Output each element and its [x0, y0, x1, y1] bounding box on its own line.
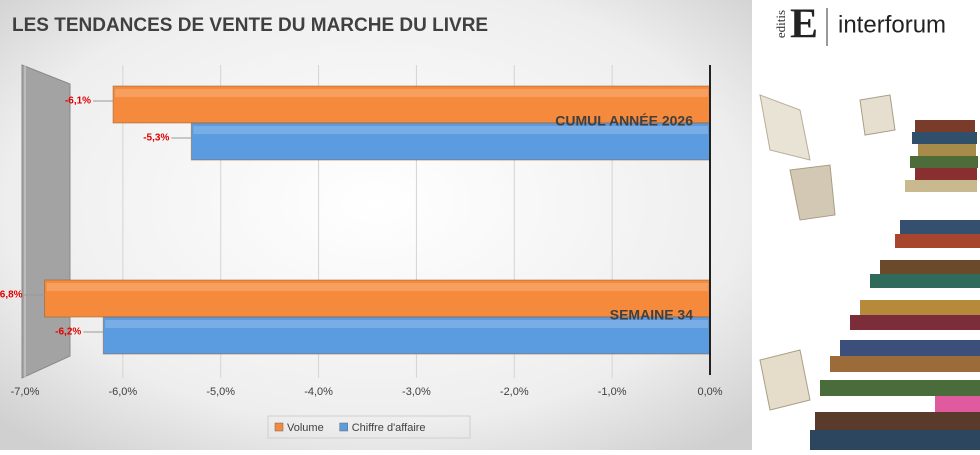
bar-highlight	[105, 320, 709, 328]
category-label: CUMUL ANNÉE 2026	[555, 113, 693, 129]
chart-background	[0, 0, 752, 450]
x-tick-label: -5,0%	[206, 386, 235, 398]
bar	[102, 316, 711, 355]
x-tick-label: -4,0%	[304, 386, 333, 398]
brand-letter: E	[790, 2, 818, 48]
legend-frame	[267, 415, 471, 439]
chart-title: LES TENDANCES DE VENTE DU MARCHE DU LIVR…	[12, 15, 488, 36]
legend-swatch	[339, 422, 348, 432]
x-tick-label: -6,0%	[108, 386, 137, 398]
legend-label: Chiffre d'affaire	[352, 422, 426, 434]
bar-highlight	[193, 126, 708, 134]
data-label: -6,8%	[0, 290, 23, 301]
bar-highlight	[46, 283, 709, 291]
legend: Volume Chiffre d'affaire	[274, 422, 426, 434]
plot: -7,0% -6,0% -5,0% -4,0% -3,0% -2,0% -1,0% 0,0% -…	[0, 65, 723, 398]
x-tick-label: -2,0%	[500, 386, 529, 398]
x-tick-label: 0,0%	[697, 386, 722, 398]
x-tick-label: -1,0%	[598, 386, 627, 398]
legend-swatch	[274, 422, 284, 432]
data-label: -5,3%	[143, 133, 169, 144]
data-label: -6,2%	[55, 327, 81, 338]
category-label: SEMAINE 34	[610, 307, 693, 323]
books-illustration	[759, 94, 980, 450]
x-tick-label: -3,0%	[402, 386, 431, 398]
legend-label: Volume	[287, 422, 324, 434]
bar-highlight	[115, 89, 709, 97]
brand-name: interforum	[838, 11, 946, 38]
brand-group: editis	[773, 10, 788, 38]
x-tick-label: -7,0%	[11, 386, 40, 398]
data-label: -6,1%	[65, 96, 91, 107]
